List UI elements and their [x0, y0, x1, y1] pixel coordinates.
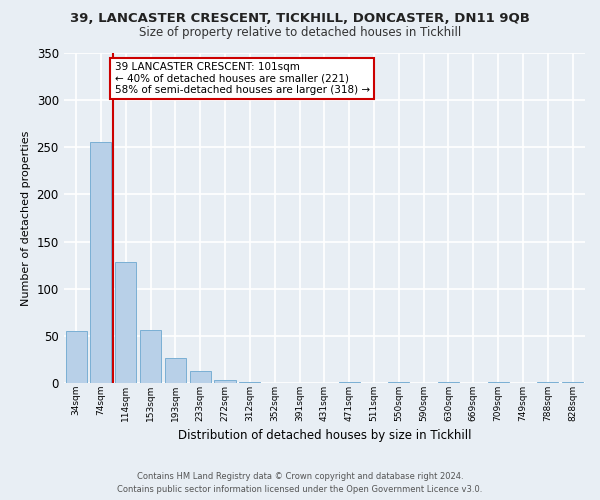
- Bar: [562, 382, 583, 384]
- Text: 39, LANCASTER CRESCENT, TICKHILL, DONCASTER, DN11 9QB: 39, LANCASTER CRESCENT, TICKHILL, DONCAS…: [70, 12, 530, 26]
- Bar: [65, 332, 86, 384]
- Bar: [488, 382, 509, 384]
- Bar: [438, 382, 459, 384]
- Bar: [91, 142, 112, 384]
- Bar: [165, 358, 186, 384]
- Text: Size of property relative to detached houses in Tickhill: Size of property relative to detached ho…: [139, 26, 461, 39]
- Bar: [214, 380, 236, 384]
- X-axis label: Distribution of detached houses by size in Tickhill: Distribution of detached houses by size …: [178, 430, 471, 442]
- Bar: [338, 382, 360, 384]
- Bar: [140, 330, 161, 384]
- Text: 39 LANCASTER CRESCENT: 101sqm
← 40% of detached houses are smaller (221)
58% of : 39 LANCASTER CRESCENT: 101sqm ← 40% of d…: [115, 62, 370, 95]
- Bar: [115, 262, 136, 384]
- Bar: [190, 371, 211, 384]
- Y-axis label: Number of detached properties: Number of detached properties: [21, 130, 31, 306]
- Text: Contains HM Land Registry data © Crown copyright and database right 2024.
Contai: Contains HM Land Registry data © Crown c…: [118, 472, 482, 494]
- Bar: [239, 382, 260, 384]
- Bar: [388, 382, 409, 384]
- Bar: [537, 382, 559, 384]
